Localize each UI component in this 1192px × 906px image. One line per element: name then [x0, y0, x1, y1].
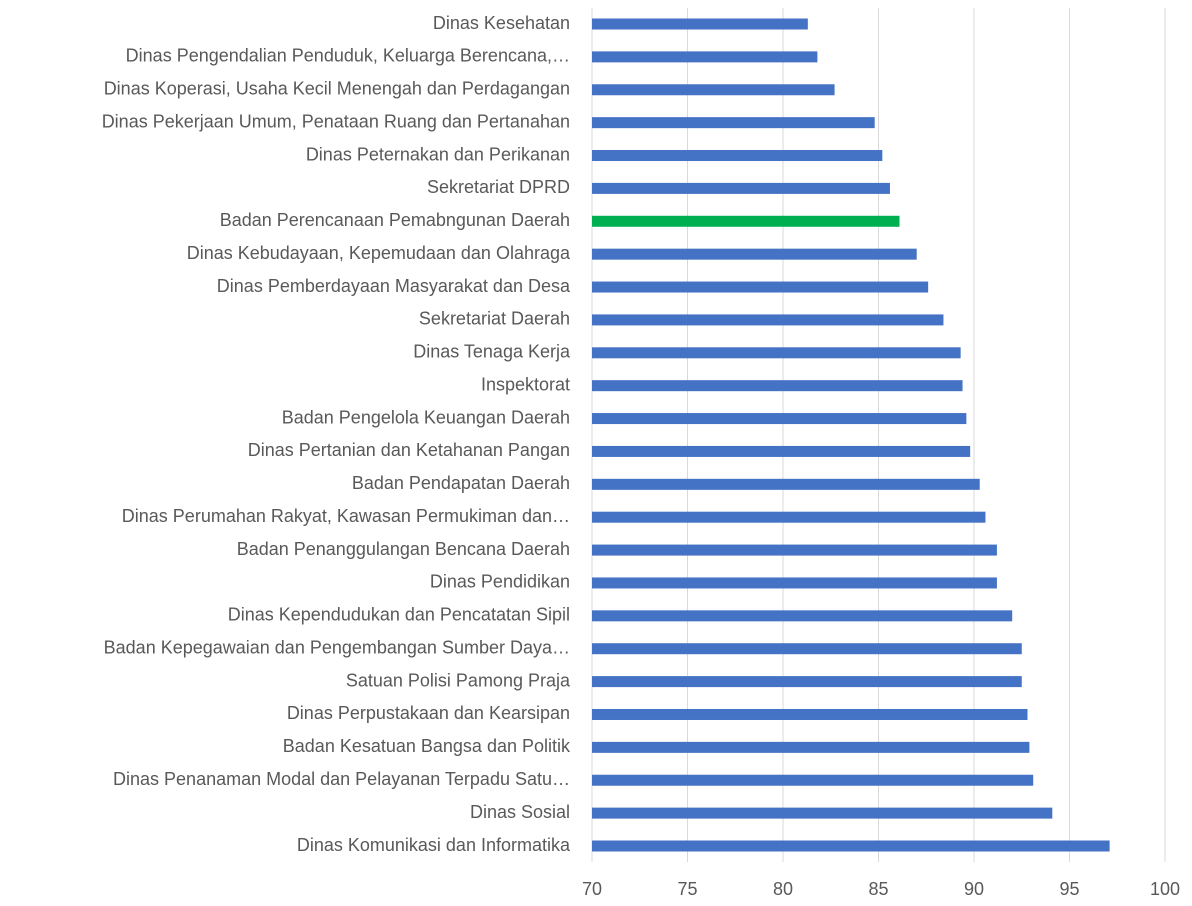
y-tick-label: Dinas Pemberdayaan Masyarakat dan Desa — [217, 276, 571, 296]
bar — [592, 182, 890, 194]
y-tick-label: Badan Perencanaan Pemabngunan Daerah — [220, 210, 570, 230]
bar — [592, 18, 808, 30]
y-tick-label: Dinas Kesehatan — [433, 13, 570, 33]
y-tick-label: Dinas Peternakan dan Perikanan — [306, 144, 570, 164]
bar — [592, 807, 1053, 819]
bar — [592, 281, 929, 293]
y-tick-label: Badan Kepegawaian dan Pengembangan Sumbe… — [104, 637, 570, 657]
bar — [592, 643, 1022, 655]
y-tick-label: Dinas Pekerjaan Umum, Penataan Ruang dan… — [102, 111, 570, 131]
bar — [592, 117, 875, 129]
y-tick-label: Dinas Pengendalian Penduduk, Keluarga Be… — [126, 46, 570, 66]
bar — [592, 347, 961, 359]
bar — [592, 380, 963, 392]
x-tick-label: 80 — [773, 879, 793, 899]
bar — [592, 610, 1013, 622]
y-tick-label: Dinas Koperasi, Usaha Kecil Menengah dan… — [104, 79, 570, 99]
bar — [592, 215, 900, 227]
x-tick-label: 95 — [1059, 879, 1079, 899]
y-tick-label: Dinas Pendidikan — [430, 572, 570, 592]
x-tick-label: 75 — [677, 879, 697, 899]
bar — [592, 84, 835, 96]
bar — [592, 413, 967, 425]
bar — [592, 511, 986, 523]
bar — [592, 478, 980, 490]
y-tick-label: Dinas Kebudayaan, Kepemudaan dan Olahrag… — [187, 243, 571, 263]
bar — [592, 248, 917, 260]
y-tick-label: Badan Penanggulangan Bencana Daerah — [237, 539, 570, 559]
bar — [592, 840, 1110, 852]
y-tick-label: Badan Pendapatan Daerah — [352, 473, 570, 493]
bar — [592, 708, 1028, 720]
y-tick-label: Dinas Komunikasi dan Informatika — [297, 835, 571, 855]
y-tick-label: Sekretariat Daerah — [419, 309, 570, 329]
y-tick-label: Dinas Perumahan Rakyat, Kawasan Permukim… — [122, 506, 570, 526]
y-tick-label: Sekretariat DPRD — [427, 177, 570, 197]
x-tick-label: 100 — [1150, 879, 1180, 899]
bar — [592, 445, 971, 457]
y-tick-label: Badan Kesatuan Bangsa dan Politik — [283, 736, 571, 756]
y-tick-label: Dinas Kependudukan dan Pencatatan Sipil — [228, 605, 570, 625]
bar — [592, 676, 1022, 688]
bar — [592, 774, 1034, 786]
bar — [592, 544, 997, 556]
bar — [592, 51, 818, 63]
y-tick-label: Satuan Polisi Pamong Praja — [346, 670, 571, 690]
y-tick-label: Dinas Pertanian dan Ketahanan Pangan — [248, 440, 570, 460]
bar — [592, 314, 944, 326]
x-tick-label: 70 — [582, 879, 602, 899]
x-tick-label: 90 — [964, 879, 984, 899]
y-tick-label: Dinas Penanaman Modal dan Pelayanan Terp… — [113, 769, 570, 789]
x-tick-label: 85 — [868, 879, 888, 899]
bar — [592, 150, 883, 162]
y-tick-label: Badan Pengelola Keuangan Daerah — [282, 407, 570, 427]
y-tick-label: Inspektorat — [481, 374, 570, 394]
y-tick-label: Dinas Sosial — [470, 802, 570, 822]
y-tick-label: Dinas Tenaga Kerja — [413, 342, 571, 362]
bar — [592, 741, 1030, 753]
bar — [592, 577, 997, 589]
y-tick-label: Dinas Perpustakaan dan Kearsipan — [287, 703, 570, 723]
